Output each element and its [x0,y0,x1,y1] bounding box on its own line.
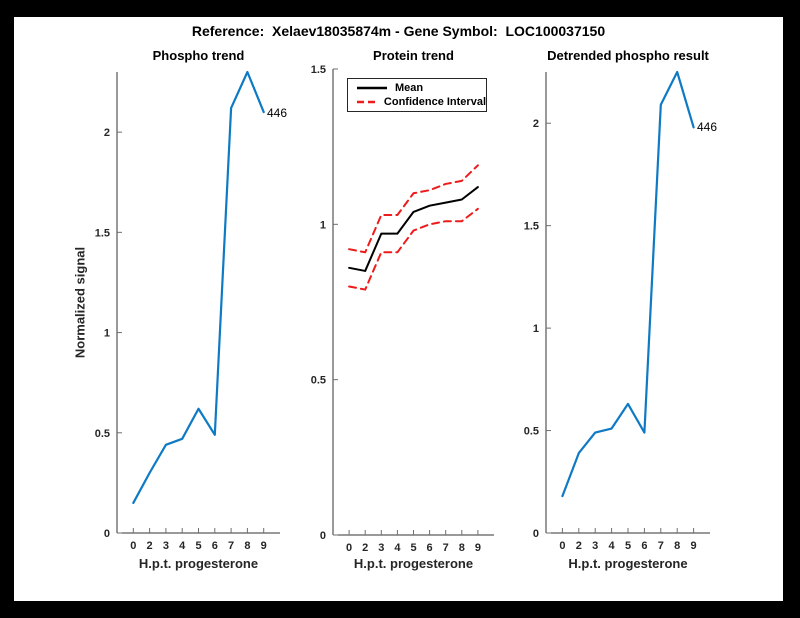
x-tick-label: 3 [378,542,384,554]
y-tick-label: 0.5 [524,426,539,438]
x-tick-label: 4 [609,540,616,552]
subplot-phospho-trend: Phospho trend 0 2 3 4 5 6 7 8 9 0 0.5 1 1.5 2 Normali… [73,42,325,594]
figure-canvas: Reference: Xelaev18035874m - Gene Symbol… [14,17,783,601]
x-tick-label: 9 [261,540,267,552]
series-line-phospho-signal [132,70,265,505]
x-tick-label: 9 [691,540,697,552]
subplot-detrended-phospho: Detrended phospho result 0 2 3 4 5 6 7 8 9 0 0.5 1 1… [506,42,755,594]
series-line-mean [348,186,479,272]
legend-mean-line-sample [357,86,387,90]
y-tick-label: 0 [533,528,539,540]
y-tick-label: 2 [533,118,539,130]
y-tick-label: 0.5 [311,375,326,387]
x-tick-label: 4 [179,540,186,552]
x-tick-label: 0 [130,540,136,552]
x-axis-label-protein: H.p.t. progesterone [353,556,474,571]
legend-label-confidence-interval: Confidence Interval [383,96,486,108]
y-tick-label: 1 [320,219,326,231]
x-tick-label: 6 [641,540,647,552]
series-end-label-detrended: 446 [697,120,718,134]
x-tick-label: 7 [658,540,664,552]
x-tick-label: 6 [212,540,218,552]
series-line-detrended-phospho [561,70,695,498]
detrended-plot-area: 0 2 3 4 5 6 7 8 900.511.52 [524,70,710,552]
x-tick-label: 2 [147,540,153,552]
x-tick-label: 5 [625,540,631,552]
x-tick-label: 4 [394,542,401,554]
x-tick-label: 3 [163,540,169,552]
y-tick-label: 0.5 [95,428,110,440]
legend-entry-mean: Mean [357,81,486,95]
y-tick-label: 2 [104,127,110,139]
x-tick-label: 9 [475,542,481,554]
x-tick-label: 6 [427,542,433,554]
phospho-trend-plot-area: 0 2 3 4 5 6 7 8 900.511.52 [95,70,280,552]
figure-title: Reference: Xelaev18035874m - Gene Symbol… [191,23,606,39]
series-line-confidence-interval-upper [348,164,479,254]
y-tick-label: 1.5 [311,64,326,76]
y-tick-label: 1 [104,328,110,340]
x-tick-label: 0 [559,540,565,552]
y-tick-label: 1 [533,323,539,335]
legend-box: Mean Confidence Interval [347,78,487,112]
series-line-confidence-interval-lower [348,207,479,291]
x-tick-label: 5 [410,542,416,554]
y-axis-label: Normalized signal [72,246,88,359]
x-tick-label: 0 [346,542,352,554]
x-axis-label-phospho: H.p.t. progesterone [138,556,259,571]
legend-entry-confidence-interval: Confidence Interval [357,95,486,109]
subplot-title-detrended: Detrended phospho result [547,48,709,63]
x-tick-label: 8 [674,540,680,552]
x-tick-label: 7 [443,542,449,554]
x-tick-label: 2 [362,542,368,554]
x-tick-label: 3 [592,540,598,552]
x-axis-label-detrended: H.p.t. progesterone [568,556,688,571]
x-tick-label: 8 [244,540,250,552]
y-tick-label: 1.5 [524,221,539,233]
legend-label-mean: Mean [395,82,424,94]
subplot-protein-trend: Protein trend 0 2 3 4 5 6 7 8 9 0 0.5 1 1.5 Mean Con… [293,39,539,595]
subplot-title-protein-trend: Protein trend [373,48,454,63]
legend-ci-line-sample [357,100,376,104]
series-end-label-phospho: 446 [267,106,288,120]
x-tick-label: 2 [576,540,582,552]
y-tick-label: 0 [320,530,326,542]
x-tick-label: 8 [459,542,465,554]
subplot-title-phospho-trend: Phospho trend [152,48,245,63]
x-tick-label: 7 [228,540,234,552]
protein-trend-plot-area: 0 2 3 4 5 6 7 8 900.511.5 [311,64,494,554]
y-tick-label: 0 [104,528,110,540]
y-tick-label: 1.5 [95,227,110,239]
x-tick-label: 5 [195,540,201,552]
